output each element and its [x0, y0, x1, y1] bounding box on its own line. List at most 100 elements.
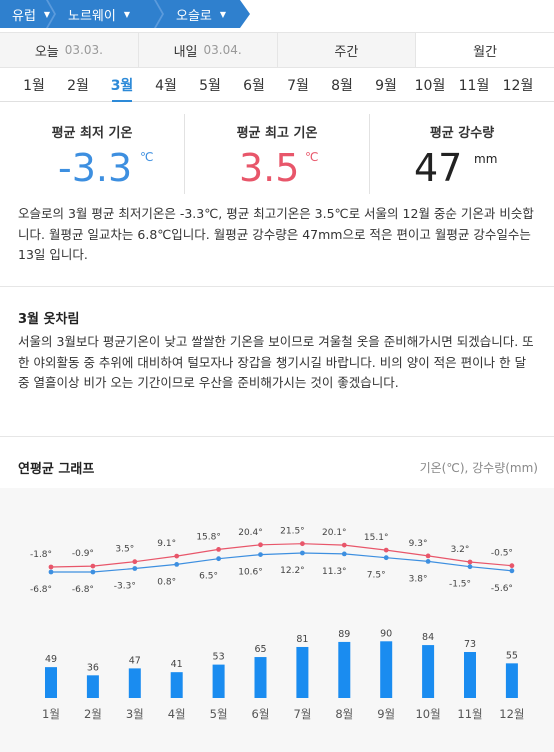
min-temp-label: -6.8°	[72, 585, 94, 595]
precip-label: 73	[464, 639, 476, 650]
chevron-down-icon: ▼	[43, 9, 51, 19]
stat-precipitation: 평균 강수량 47 mm	[370, 114, 554, 194]
chevron-down-icon: ▼	[219, 9, 227, 19]
precip-bar	[128, 668, 141, 698]
month-tab-12[interactable]: 12월	[502, 77, 534, 94]
month-tab-11[interactable]: 11월	[458, 77, 490, 94]
month-tab-6[interactable]: 6월	[243, 77, 265, 94]
min-temp-label: -6.8°	[30, 585, 52, 595]
month-tab-7[interactable]: 7월	[287, 77, 309, 94]
month-tick-label: 5월	[210, 707, 228, 721]
breadcrumb-item-region[interactable]: 유럽 ▼	[12, 8, 51, 24]
max-temp-point	[509, 563, 515, 569]
graph-title: 연평균 그래프	[18, 462, 95, 477]
month-tab-3[interactable]: 3월	[100, 68, 144, 102]
min-temp-point	[509, 568, 515, 574]
min-temp-point	[383, 555, 389, 561]
tab-monthly[interactable]: 월간	[416, 33, 554, 67]
max-temp-point	[132, 559, 138, 565]
stat-value: 47	[414, 146, 463, 190]
month-tabs: 1월 2월 3월 4월 5월 6월 7월 8월 9월 10월 11월 12월	[0, 68, 554, 102]
precip-label: 47	[129, 655, 141, 666]
precip-bar	[380, 641, 393, 698]
max-temp-label: -0.9°	[72, 549, 94, 559]
precip-label: 49	[45, 654, 57, 665]
precip-label: 65	[254, 644, 266, 655]
max-temp-point	[48, 564, 54, 570]
min-temp-point	[90, 569, 96, 575]
stat-min-temp: 평균 최저 기온 -3.3 ℃	[0, 114, 185, 194]
precip-label: 89	[338, 629, 350, 640]
precip-label: 84	[422, 632, 434, 643]
stat-label: 평균 강수량	[429, 126, 495, 141]
stat-max-temp: 평균 최고 기온 3.5 ℃	[185, 114, 370, 194]
min-temp-label: 7.5°	[367, 571, 386, 581]
max-temp-point	[467, 559, 473, 565]
precip-label: 41	[171, 659, 183, 670]
monthly-stats: 평균 최저 기온 -3.3 ℃ 평균 최고 기온 3.5 ℃ 평균 강수량 47…	[0, 114, 554, 194]
max-temp-line	[50, 543, 512, 568]
month-tab-4[interactable]: 4월	[155, 77, 177, 94]
stat-unit: ℃	[140, 150, 154, 164]
stat-value: 3.5	[239, 146, 300, 190]
month-tick-label: 4월	[168, 707, 186, 721]
min-temp-label: 3.8°	[409, 574, 428, 584]
min-temp-point	[174, 562, 180, 567]
precip-bar	[45, 667, 57, 698]
divider	[0, 286, 554, 287]
min-temp-point	[132, 566, 138, 571]
breadcrumb-item-country[interactable]: 노르웨이 ▼	[68, 8, 130, 24]
month-tab-8[interactable]: 8월	[331, 77, 353, 94]
tab-weekly[interactable]: 주간	[277, 33, 417, 67]
min-temp-line	[51, 552, 512, 573]
precip-label: 36	[87, 662, 99, 673]
precip-label: 53	[213, 652, 225, 663]
max-temp-point	[258, 542, 263, 548]
max-temp-point	[341, 542, 347, 548]
stat-unit: ℃	[305, 150, 319, 164]
min-temp-label: 6.5°	[199, 572, 218, 582]
stat-unit: mm	[474, 152, 498, 166]
max-temp-label: 15.8°	[196, 532, 221, 542]
month-tab-9[interactable]: 9월	[375, 77, 397, 94]
breadcrumb-background	[0, 0, 250, 28]
chart-background	[0, 488, 554, 752]
precip-bar	[254, 657, 267, 698]
month-tick-label: 7월	[293, 707, 311, 721]
month-tick-label: 6월	[252, 707, 270, 721]
month-tick-label: 1월	[42, 707, 60, 721]
month-description: 오슬로의 3월 평균 최저기온은 -3.3℃, 평균 최고기온은 3.5℃로 서…	[18, 206, 534, 262]
precip-label: 90	[380, 628, 392, 639]
breadcrumb-item-city[interactable]: 오슬로 ▼	[176, 8, 227, 24]
min-temp-label: 11.3°	[322, 567, 347, 577]
max-temp-label: 9.1°	[157, 539, 176, 549]
min-temp-label: -3.3°	[114, 582, 136, 592]
month-tab-1[interactable]: 1월	[23, 77, 45, 94]
month-tick-label: 10월	[415, 707, 440, 721]
min-temp-label: -5.6°	[491, 584, 513, 594]
max-temp-label: 20.1°	[322, 528, 347, 538]
max-temp-label: 3.2°	[451, 545, 470, 555]
precip-bar	[422, 645, 435, 698]
month-tick-label: 3월	[126, 707, 144, 721]
precip-bar	[464, 652, 476, 698]
tab-today[interactable]: 오늘 03.03.	[0, 33, 139, 67]
min-temp-label: -1.5°	[449, 580, 471, 590]
tab-tomorrow[interactable]: 내일 03.04.	[138, 33, 278, 67]
min-temp-point	[467, 564, 473, 570]
max-temp-label: -1.8°	[30, 550, 52, 560]
max-temp-label: 15.1°	[364, 533, 389, 543]
day-tabs: 오늘 03.03. 내일 03.04. 주간 월간	[0, 32, 554, 68]
precip-label: 55	[506, 650, 518, 661]
min-temp-point	[425, 559, 431, 564]
max-temp-point	[174, 553, 180, 559]
month-tab-2[interactable]: 2월	[67, 77, 89, 94]
max-temp-point	[216, 547, 222, 552]
max-temp-label: -0.5°	[491, 549, 513, 559]
max-temp-label: 3.5°	[115, 545, 134, 555]
month-tab-5[interactable]: 5월	[199, 77, 221, 94]
max-temp-point	[425, 553, 431, 559]
min-temp-label: 12.2°	[280, 566, 305, 576]
max-temp-point	[90, 563, 96, 569]
month-tab-10[interactable]: 10월	[414, 77, 446, 94]
